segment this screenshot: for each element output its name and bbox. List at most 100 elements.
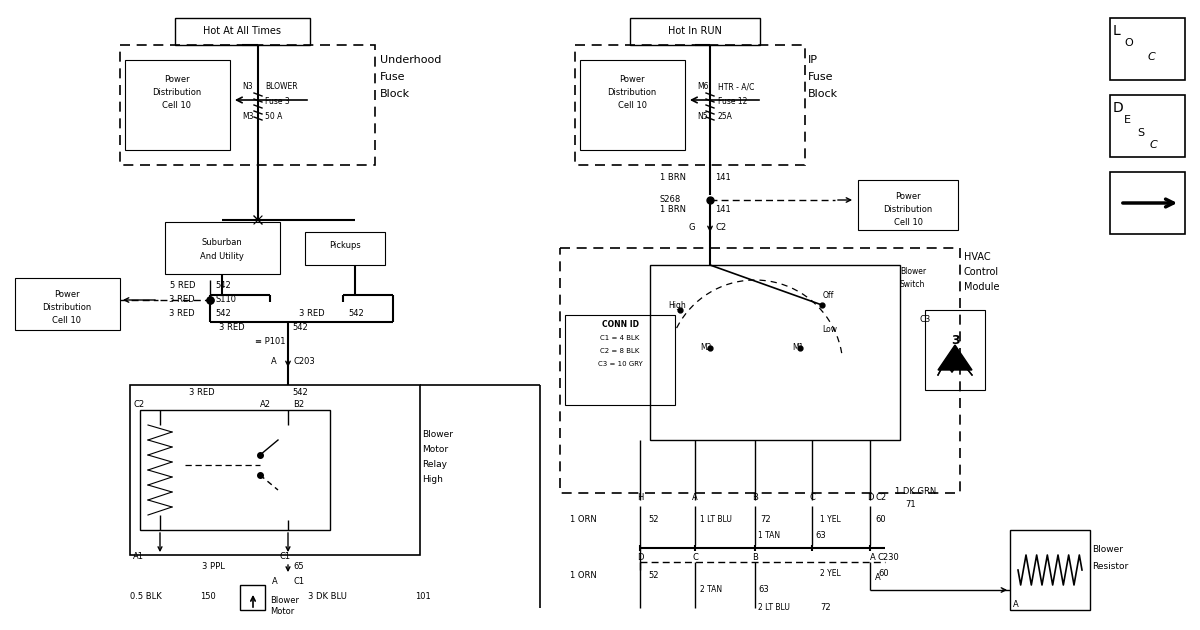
- Text: Block: Block: [380, 89, 410, 99]
- Bar: [575, 45, 805, 165]
- Text: BLOWER: BLOWER: [265, 82, 298, 91]
- Bar: [630, 18, 760, 45]
- Text: Blower: Blower: [1092, 545, 1123, 554]
- Text: Off: Off: [823, 290, 834, 299]
- Bar: [650, 265, 900, 440]
- Text: Pickups: Pickups: [329, 241, 361, 249]
- Text: Cell 10: Cell 10: [162, 101, 192, 110]
- Text: M6: M6: [697, 82, 708, 91]
- Text: M2: M2: [700, 343, 712, 353]
- Bar: [925, 310, 985, 390]
- Text: 63: 63: [815, 530, 826, 539]
- Text: Fuse 3: Fuse 3: [265, 97, 289, 106]
- Text: G: G: [689, 224, 695, 232]
- Text: 542: 542: [215, 309, 230, 318]
- Text: Distribution: Distribution: [883, 205, 932, 214]
- Text: 3 DK BLU: 3 DK BLU: [308, 592, 347, 601]
- Text: 3 RED: 3 RED: [169, 309, 194, 318]
- Text: 542: 542: [292, 388, 307, 397]
- Text: Block: Block: [808, 89, 838, 99]
- Text: Relay: Relay: [422, 460, 446, 469]
- Text: 1 TAN: 1 TAN: [758, 530, 780, 539]
- Text: 0.5 BLK: 0.5 BLK: [130, 592, 162, 601]
- Text: 3 RED: 3 RED: [220, 323, 245, 333]
- Text: 52: 52: [648, 515, 659, 525]
- Text: A: A: [870, 553, 876, 562]
- Bar: [1110, 18, 1186, 80]
- Text: Blower: Blower: [900, 267, 926, 276]
- Text: Low: Low: [822, 326, 838, 335]
- Text: B: B: [752, 493, 758, 502]
- Text: S110: S110: [215, 295, 236, 304]
- Text: High: High: [668, 301, 685, 309]
- Text: 542: 542: [348, 309, 364, 318]
- Text: 5 RED: 5 RED: [169, 280, 194, 290]
- Text: C2: C2: [715, 224, 726, 232]
- Text: S268: S268: [660, 195, 682, 205]
- Text: And Utility: And Utility: [200, 252, 244, 261]
- Bar: [166, 222, 280, 274]
- Text: Blower: Blower: [270, 596, 299, 605]
- Text: Distribution: Distribution: [42, 303, 91, 312]
- Text: Module: Module: [964, 282, 1000, 292]
- Text: Motor: Motor: [422, 445, 448, 454]
- Text: C3 = 10 GRY: C3 = 10 GRY: [598, 361, 642, 367]
- Text: 542: 542: [292, 323, 307, 333]
- Text: N3: N3: [242, 82, 253, 91]
- Text: 2 TAN: 2 TAN: [700, 585, 722, 595]
- Text: 1 ORN: 1 ORN: [570, 515, 596, 525]
- Text: CONN ID: CONN ID: [601, 320, 638, 329]
- Bar: [120, 45, 374, 165]
- Text: 60: 60: [878, 568, 889, 578]
- Text: 542: 542: [215, 280, 230, 290]
- Text: 101: 101: [415, 592, 431, 601]
- Text: 65: 65: [293, 562, 304, 571]
- Bar: [140, 410, 330, 530]
- Text: HTR - A/C: HTR - A/C: [718, 82, 755, 91]
- Text: C2: C2: [875, 493, 886, 502]
- Bar: [240, 585, 265, 610]
- Text: 3 RED: 3 RED: [169, 295, 194, 304]
- Text: 3 PPL: 3 PPL: [202, 562, 226, 571]
- Text: N5: N5: [697, 112, 708, 121]
- Text: Suburban: Suburban: [202, 238, 242, 247]
- Text: B: B: [752, 553, 758, 562]
- Text: L: L: [1114, 24, 1121, 38]
- Text: 72: 72: [820, 602, 830, 612]
- Text: 52: 52: [648, 571, 659, 580]
- Text: 1 LT BLU: 1 LT BLU: [700, 515, 732, 525]
- Text: A: A: [271, 357, 277, 367]
- Text: High: High: [422, 475, 443, 484]
- Text: 3: 3: [950, 333, 959, 347]
- Text: 141: 141: [715, 173, 731, 181]
- Bar: [1010, 530, 1090, 610]
- Text: D: D: [1114, 101, 1123, 115]
- Text: E: E: [1124, 115, 1132, 125]
- Text: C1: C1: [293, 577, 304, 586]
- Text: 3 RED: 3 RED: [190, 388, 215, 397]
- Text: 150: 150: [200, 592, 216, 601]
- Bar: [1110, 95, 1186, 157]
- Text: Distribution: Distribution: [607, 88, 656, 97]
- Text: A: A: [1013, 600, 1019, 609]
- Text: Fuse 12: Fuse 12: [718, 97, 748, 106]
- Text: D: D: [637, 553, 643, 562]
- Text: Switch: Switch: [900, 280, 925, 289]
- Text: 71: 71: [905, 500, 916, 509]
- Text: D: D: [866, 493, 874, 502]
- Text: B2: B2: [293, 400, 304, 409]
- Text: C2: C2: [133, 400, 144, 409]
- Bar: [305, 232, 385, 265]
- Bar: [130, 385, 420, 555]
- Text: Hot In RUN: Hot In RUN: [668, 26, 722, 36]
- Text: Fuse: Fuse: [380, 72, 406, 82]
- Text: M3: M3: [242, 112, 253, 121]
- Text: ≡ P101: ≡ P101: [256, 338, 286, 346]
- Text: A2: A2: [260, 400, 271, 409]
- Text: 1 DK GRN: 1 DK GRN: [895, 487, 936, 496]
- Text: Power: Power: [54, 290, 80, 299]
- Text: A1: A1: [133, 552, 144, 561]
- Text: 2 YEL: 2 YEL: [820, 568, 841, 578]
- Text: Underhood: Underhood: [380, 55, 442, 65]
- Text: 1 YEL: 1 YEL: [820, 515, 841, 525]
